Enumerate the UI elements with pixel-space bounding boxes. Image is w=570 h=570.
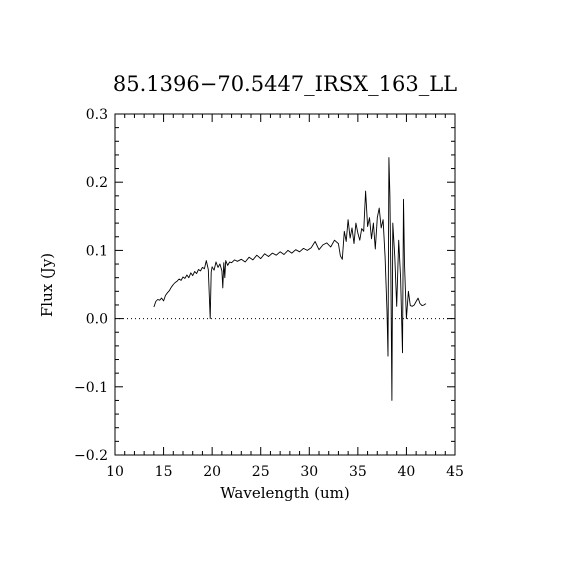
y-tick-label: −0.1: [74, 380, 108, 396]
x-tick-label: 25: [252, 464, 270, 480]
x-tick-labels: 10 15 20 25 30 35 40 45: [106, 464, 464, 480]
y-axis-label: Flux (Jy): [38, 253, 56, 317]
y-tick-label: 0.0: [86, 312, 108, 328]
x-tick-label: 10: [106, 464, 124, 480]
x-tick-label: 35: [349, 464, 367, 480]
chart-title: 85.1396−70.5447_IRSX_163_LL: [113, 72, 457, 96]
y-tick-label: 0.2: [86, 175, 108, 191]
x-tick-label: 15: [155, 464, 173, 480]
x-tick-label: 45: [446, 464, 464, 480]
x-tick-label: 40: [398, 464, 416, 480]
y-tick-label: 0.1: [86, 243, 108, 259]
x-axis-label: Wavelength (um): [220, 484, 349, 502]
flux-series-line: [153, 157, 427, 401]
y-tick-label: −0.2: [74, 448, 108, 464]
y-tick-labels: −0.2 −0.1 0.0 0.1 0.2 0.3: [74, 107, 108, 464]
x-tick-label: 20: [203, 464, 221, 480]
y-tick-label: 0.3: [86, 107, 108, 123]
axis-ticks: [114, 113, 456, 456]
x-tick-label: 30: [300, 464, 318, 480]
plot-frame: [114, 113, 456, 456]
